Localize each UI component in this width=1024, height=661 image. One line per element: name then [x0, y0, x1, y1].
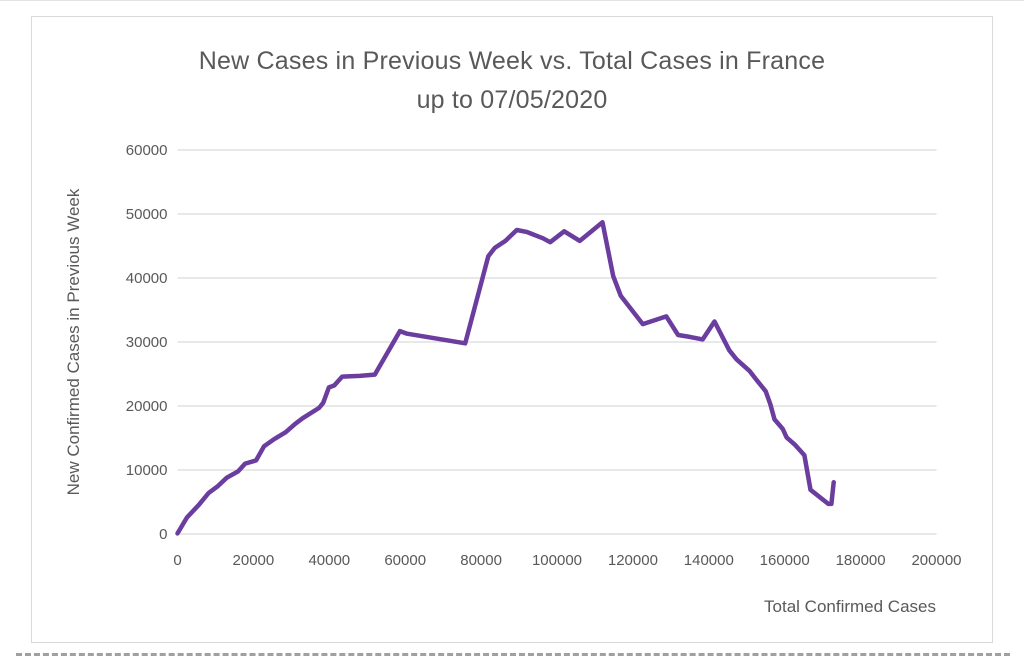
chart-container: 0 10000 20000 30000 40000 50000 60000 0 20000 400… [31, 16, 993, 643]
x-tick-label: 100000 [532, 552, 582, 569]
page-bottom-dashed-line [16, 653, 1010, 656]
y-tick-labels: 0 10000 20000 30000 40000 50000 60000 [126, 142, 168, 543]
y-axis-title: New Confirmed Cases in Previous Week [64, 188, 83, 496]
y-gridlines [177, 149, 937, 535]
x-axis-title: Total Confirmed Cases [764, 597, 936, 616]
x-tick-label: 20000 [233, 552, 275, 569]
y-tick-label: 30000 [126, 334, 168, 351]
x-tick-label: 160000 [760, 552, 810, 569]
x-tick-label: 40000 [308, 552, 350, 569]
y-tick-label: 50000 [126, 206, 168, 223]
x-tick-label: 180000 [836, 552, 886, 569]
chart-title-line-2: up to 07/05/2020 [416, 86, 608, 114]
y-tick-label: 20000 [126, 398, 168, 415]
x-tick-label: 0 [173, 552, 181, 569]
x-tick-label: 120000 [608, 552, 658, 569]
chart-title-line-1: New Cases in Previous Week vs. Total Cas… [198, 47, 826, 75]
x-tick-label: 200000 [911, 552, 961, 569]
y-tick-label: 60000 [126, 142, 168, 159]
series-line-france [175, 220, 836, 536]
x-tick-label: 80000 [460, 552, 502, 569]
page-top-line [0, 0, 1024, 1]
y-tick-label: 40000 [126, 270, 168, 287]
x-tick-label: 60000 [384, 552, 426, 569]
chart-title: New Cases in Previous Week vs. Total Cas… [32, 42, 992, 120]
y-tick-label: 10000 [126, 462, 168, 479]
x-tick-labels: 0 20000 40000 60000 80000 100000 120000 140000 1… [173, 552, 961, 569]
x-tick-label: 140000 [684, 552, 734, 569]
y-tick-label: 0 [159, 526, 167, 543]
plot-area: 0 10000 20000 30000 40000 50000 60000 0 20000 400… [126, 142, 962, 569]
